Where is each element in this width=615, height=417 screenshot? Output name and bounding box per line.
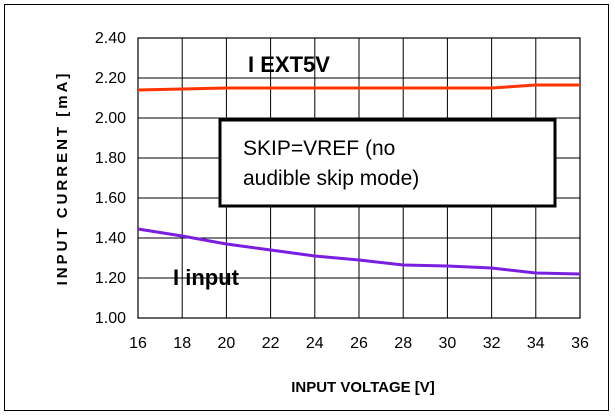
y-tick-label: 2.00: [95, 110, 126, 127]
annotation-line-1: SKIP=VREF (no: [243, 137, 395, 160]
x-tick-label: 22: [262, 335, 280, 352]
x-tick-label: 34: [527, 335, 545, 352]
x-tick-label: 26: [350, 335, 368, 352]
x-tick-label: 16: [129, 335, 147, 352]
annotation-line-2: audible skip mode): [243, 167, 419, 190]
series-line-0: [137, 83, 580, 92]
series-label-input: I input: [173, 265, 240, 290]
plot-border: [137, 37, 581, 319]
x-tick-label: 36: [571, 335, 589, 352]
y-tick-label: 1.80: [95, 150, 126, 167]
x-tick-label: 28: [394, 335, 412, 352]
annotation-border: [218, 118, 557, 208]
y-tick-label: 1.20: [95, 270, 126, 287]
series-label-ext5v: I EXT5V: [248, 52, 330, 77]
y-tick-label: 1.00: [95, 310, 126, 327]
x-tick-label: 32: [483, 335, 501, 352]
y-tick-label: 1.60: [95, 190, 126, 207]
y-tick-labels: 1.00 1.20 1.40 1.60 1.80 2.00 2.20 2.40: [95, 30, 126, 327]
series-layer: [137, 83, 581, 276]
x-tick-labels: 16 18 20 22 24 26 28 30 32 34 36: [129, 335, 589, 352]
x-axis-title: INPUT VOLTAGE [V]: [291, 379, 435, 396]
x-tick-label: 30: [439, 335, 457, 352]
x-tick-label: 24: [306, 335, 324, 352]
y-tick-label: 2.20: [95, 70, 126, 87]
y-tick-label: 2.40: [95, 30, 126, 47]
x-tick-label: 20: [218, 335, 236, 352]
y-tick-label: 1.40: [95, 230, 126, 247]
x-tick-label: 18: [173, 335, 191, 352]
annotation-box: SKIP=VREF (no audible skip mode): [218, 118, 557, 208]
y-axis-title: INPUT CURRENT [mA]: [54, 71, 71, 286]
series-line-1: [137, 227, 581, 276]
